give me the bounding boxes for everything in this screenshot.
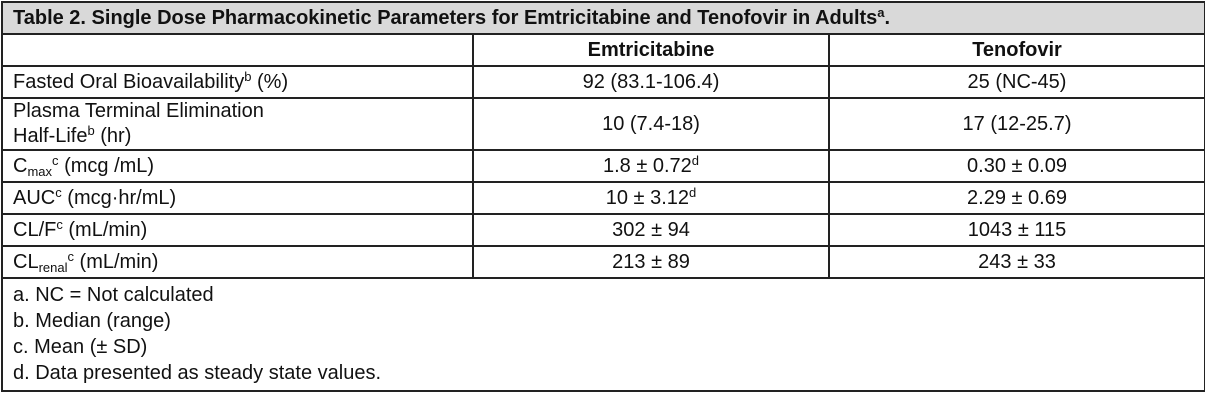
text-run: CL [13, 250, 39, 273]
text-run: . [884, 6, 891, 29]
column-header: Tenofovir [827, 33, 1205, 67]
text-run: Table 2. Single Dose Pharmacokinetic Par… [13, 6, 878, 29]
footnote-row: a. NC = Not calculated b. Median (range) c… [0, 277, 1205, 392]
text-run: 213 ± 89 [612, 250, 690, 273]
text-run: 17 (12-25.7) [962, 112, 1072, 135]
text-run: (mcg /mL) [58, 154, 155, 177]
text-run: 1043 ± 115 [967, 218, 1067, 241]
table-row: CL/Fc (mL/min) 302 ± 94 1043 ± 115 [1, 213, 1205, 247]
table-row: Plasma Terminal Elimination Half-Lifeb (h… [1, 97, 1205, 151]
text-run: (hr) [94, 125, 132, 147]
sub-text: max [27, 163, 53, 179]
text-run: 1.8 ± 0.72 [602, 154, 692, 177]
value-cell: 0.30 ± 0.09 [827, 149, 1205, 183]
pk-table: Table 2. Single Dose Pharmacokinetic Par… [0, 1, 1205, 392]
text-run: 25 (NC-45) [967, 70, 1067, 93]
parameter-cell: CLrenalc (mL/min) [1, 245, 474, 279]
table-title: Table 2. Single Dose Pharmacokinetic Par… [0, 1, 1205, 35]
sup-text: b [87, 123, 95, 138]
value-cell: 302 ± 94 [472, 213, 830, 247]
text-run: (mL/min) [62, 218, 148, 241]
header-cell [1, 33, 474, 67]
sup-text: c [67, 248, 75, 264]
text-run: Half-Life [13, 125, 88, 147]
text-run: 92 (83.1-106.4) [582, 70, 720, 93]
parameter-cell: CL/Fc (mL/min) [1, 213, 474, 247]
value-cell: 1043 ± 115 [827, 213, 1205, 247]
value-cell: 25 (NC-45) [827, 65, 1205, 99]
parameter-cell: AUCc (mcg·hr/mL) [1, 181, 474, 215]
footnote: c. Mean (± SD) [13, 336, 148, 358]
text-run: CL/F [13, 218, 57, 241]
cell-line: Plasma Terminal Elimination [13, 99, 462, 124]
value-cell: 2.29 ± 0.69 [827, 181, 1205, 215]
value-cell: 10 ± 3.12d [472, 181, 830, 215]
value-cell: 17 (12-25.7) [827, 97, 1205, 151]
text-run: (mL/min) [74, 250, 159, 273]
sub-text: renal [38, 259, 68, 275]
table-body: Fasted Oral Bioavailabilityb (%) 92 (83.1… [0, 65, 1205, 392]
cell-line: CLrenalc (mL/min) [13, 250, 462, 275]
footnote-cell: a. NC = Not calculated b. Median (range) c… [0, 277, 1205, 392]
value-cell: 10 (7.4-18) [472, 97, 830, 151]
table-row: CLrenalc (mL/min) 213 ± 89 243 ± 33 [1, 245, 1205, 279]
parameter-cell: Fasted Oral Bioavailabilityb (%) [1, 65, 474, 99]
cell-line: CL/Fc (mL/min) [13, 218, 462, 243]
table-row: Cmaxc (mcg /mL) 1.8 ± 0.72d 0.30 ± 0.09 [1, 149, 1205, 183]
text-run: (mcg·hr/mL) [61, 186, 177, 209]
text-run: AUC [13, 186, 56, 209]
value-cell: 243 ± 33 [827, 245, 1205, 279]
text-run: Plasma Terminal Elimination [13, 100, 264, 122]
cell-line: AUCc (mcg·hr/mL) [13, 186, 462, 211]
sup-text: c [52, 152, 59, 168]
table-row: Fasted Oral Bioavailabilityb (%) 92 (83.1… [1, 65, 1205, 99]
table-row: AUCc (mcg·hr/mL) 10 ± 3.12d 2.29 ± 0.69 [1, 181, 1205, 215]
cell-line: Fasted Oral Bioavailabilityb (%) [13, 70, 462, 95]
sup-text: d [689, 184, 697, 200]
sup-text: d [691, 152, 700, 168]
footnote: a. NC = Not calculated [13, 284, 214, 306]
text-run: 2.29 ± 0.69 [967, 186, 1067, 209]
cell-line: Cmaxc (mcg /mL) [13, 154, 462, 179]
footnote: d. Data presented as steady state values… [13, 362, 381, 384]
sup-text: a [877, 4, 885, 20]
text-run: 0.30 ± 0.09 [967, 154, 1067, 177]
text-run: Fasted Oral Bioavailability [13, 70, 245, 93]
value-cell: 213 ± 89 [472, 245, 830, 279]
sup-text: c [56, 216, 63, 232]
text-run: 10 ± 3.12 [605, 186, 690, 209]
parameter-cell: Plasma Terminal Elimination Half-Lifeb (h… [1, 97, 474, 151]
value-cell: 92 (83.1-106.4) [472, 65, 830, 99]
text-run: 243 ± 33 [978, 250, 1056, 273]
text-run: (%) [251, 70, 289, 93]
sup-text: b [244, 68, 252, 84]
text-run: 10 (7.4-18) [602, 112, 700, 135]
column-header: Emtricitabine [472, 33, 830, 67]
text-run: C [13, 154, 28, 177]
value-cell: 1.8 ± 0.72d [472, 149, 830, 183]
header-row: Emtricitabine Tenofovir [1, 33, 1205, 67]
footnote: b. Median (range) [13, 310, 171, 332]
sup-text: c [55, 184, 62, 200]
cell-line: Half-Lifeb (hr) [13, 124, 462, 149]
text-run: 302 ± 94 [612, 218, 690, 241]
parameter-cell: Cmaxc (mcg /mL) [1, 149, 474, 183]
